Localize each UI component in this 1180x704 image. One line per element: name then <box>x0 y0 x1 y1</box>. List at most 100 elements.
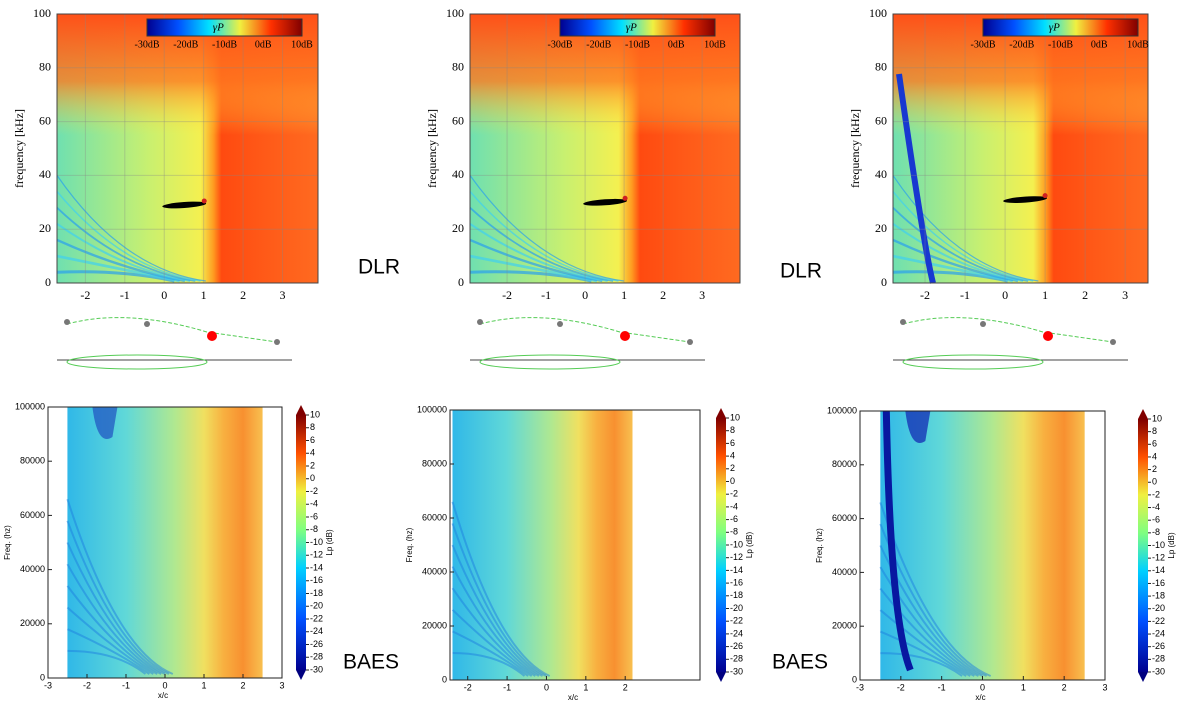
contour-fringe <box>879 609 971 677</box>
colorbar-tick-label: -10 <box>730 539 743 549</box>
contour-fringe <box>452 652 526 677</box>
interference-fringe <box>56 191 201 282</box>
colorbar-tick-label: -30dB <box>971 39 996 50</box>
colorbar-tick-label: -30dB <box>135 39 160 50</box>
flap-sketch <box>479 317 691 343</box>
colorbar-tick-label: -24 <box>730 628 743 638</box>
colorbar-tick-label: -24 <box>1152 628 1165 638</box>
x-tick-label: 2 <box>1062 682 1067 692</box>
colorbar-tick-label: 8 <box>310 422 315 432</box>
colorbar-tick-label: 0dB <box>1091 39 1108 50</box>
colorbar-tick-label: -20dB <box>173 39 198 50</box>
pivot <box>274 339 280 345</box>
interference-fringe <box>892 191 1034 282</box>
x-axis-label: x/c <box>975 693 985 702</box>
pivot <box>477 319 483 325</box>
pivot <box>687 339 693 345</box>
hinge-marker <box>622 195 628 201</box>
airfoil-outline <box>902 354 1044 370</box>
colorbar-tick-label: 10 <box>730 412 740 422</box>
x-tick-label: 1 <box>583 682 588 692</box>
colorbar-top-arrow <box>716 408 726 418</box>
pivot-active <box>207 331 217 341</box>
colorbar-tick-label: -30 <box>730 666 743 676</box>
colorbar-tick-label: -20dB <box>586 39 611 50</box>
colorbar-tick-label: -16 <box>310 575 323 585</box>
y-axis-label: Freq. (hz) <box>815 528 824 563</box>
y-tick-label: 60 <box>875 113 887 127</box>
contour-fringe <box>66 498 174 675</box>
heatmap-top <box>893 14 1148 283</box>
x-tick-label: -3 <box>44 680 52 690</box>
y-tick-label: 20 <box>875 221 887 235</box>
x-tick-label: 0 <box>980 682 985 692</box>
y-tick-label: 40 <box>452 167 464 181</box>
colorbar-tick-label: 6 <box>1152 439 1157 449</box>
contour-fringe <box>451 566 540 677</box>
interference-fringe <box>892 222 1024 283</box>
colorbar-symbol: γP <box>1049 22 1060 34</box>
y-tick-label: 80000 <box>20 456 45 466</box>
x-axis-label: x/c <box>568 693 578 702</box>
colorbar-label: Lp (dB) <box>1167 532 1176 559</box>
contour-fringe <box>451 501 551 677</box>
colorbar-tick-label: -2 <box>1152 489 1160 499</box>
plot-frame <box>56 13 319 284</box>
colorbar-tick-label: 10dB <box>704 39 726 50</box>
flap-sketch <box>902 317 1114 343</box>
plot-frame <box>469 13 741 284</box>
colorbar-tick-label: -18 <box>1152 590 1165 600</box>
x-tick-label: -2 <box>83 680 91 690</box>
colorbar-tick-label: -24 <box>310 626 323 636</box>
colorbar-tick-label: -16 <box>730 577 743 587</box>
colorbar-tick-label: -22 <box>310 613 323 623</box>
y-tick-label: 60000 <box>832 513 857 523</box>
x-tick-label: -1 <box>120 288 130 302</box>
colorbar-tick-label: -28 <box>310 652 323 662</box>
x-tick-label: -1 <box>960 288 970 302</box>
x-tick-label: 3 <box>699 288 705 302</box>
method-label: BAES <box>343 651 399 674</box>
y-tick-label: 0 <box>458 275 464 289</box>
contour-fringe <box>452 630 529 677</box>
y-axis-label: frequency [kHz] <box>848 109 862 188</box>
x-tick-label: 3 <box>1102 682 1107 692</box>
y-tick-label: 100 <box>869 6 887 20</box>
colorbar-tick-label: -8 <box>730 527 738 537</box>
colorbar-tick-label: -26 <box>730 641 743 651</box>
colorbar-tick-label: 10 <box>310 409 320 419</box>
y-tick-label: 0 <box>881 275 887 289</box>
heatmap-top <box>470 14 740 283</box>
pivot <box>557 321 563 327</box>
colorbar-tick-label: -4 <box>1152 502 1160 512</box>
pivot <box>900 319 906 325</box>
contour-fringe <box>66 520 170 675</box>
colorbar-label: Lp (dB) <box>325 529 334 556</box>
x-tick-label: -1 <box>541 288 551 302</box>
y-tick-label: 40000 <box>422 566 447 576</box>
x-tick-label: 2 <box>1082 288 1088 302</box>
colorbar-tick-label: -2 <box>310 486 318 496</box>
x-tick-label: 2 <box>240 680 245 690</box>
y-tick-label: 60000 <box>422 512 447 522</box>
colorbar-label: Lp (dB) <box>745 532 754 559</box>
heatmap-top <box>57 14 318 283</box>
colorbar-tick-label: -14 <box>310 562 323 572</box>
y-axis-label: frequency [kHz] <box>425 109 439 188</box>
airfoil <box>162 201 207 209</box>
interference-fringe <box>469 222 608 283</box>
y-tick-label: 40000 <box>832 567 857 577</box>
colorbar-bottom-arrow <box>716 672 726 682</box>
flap-sketch <box>66 317 278 343</box>
y-tick-label: 80 <box>452 60 464 74</box>
y-tick-label: 100000 <box>417 404 447 414</box>
x-tick-label: -2 <box>897 682 905 692</box>
colorbar-tick-label: 10 <box>1152 413 1162 423</box>
x-tick-label: 1 <box>621 288 627 302</box>
colorbar-tick-label: -4 <box>730 501 738 511</box>
colorbar-tick-label: -20 <box>310 601 323 611</box>
colorbar-tick-label: 0 <box>310 473 315 483</box>
colorbar-tick-label: -26 <box>310 639 323 649</box>
interference-fringe <box>892 238 1019 283</box>
interference-fringe <box>892 175 1039 282</box>
